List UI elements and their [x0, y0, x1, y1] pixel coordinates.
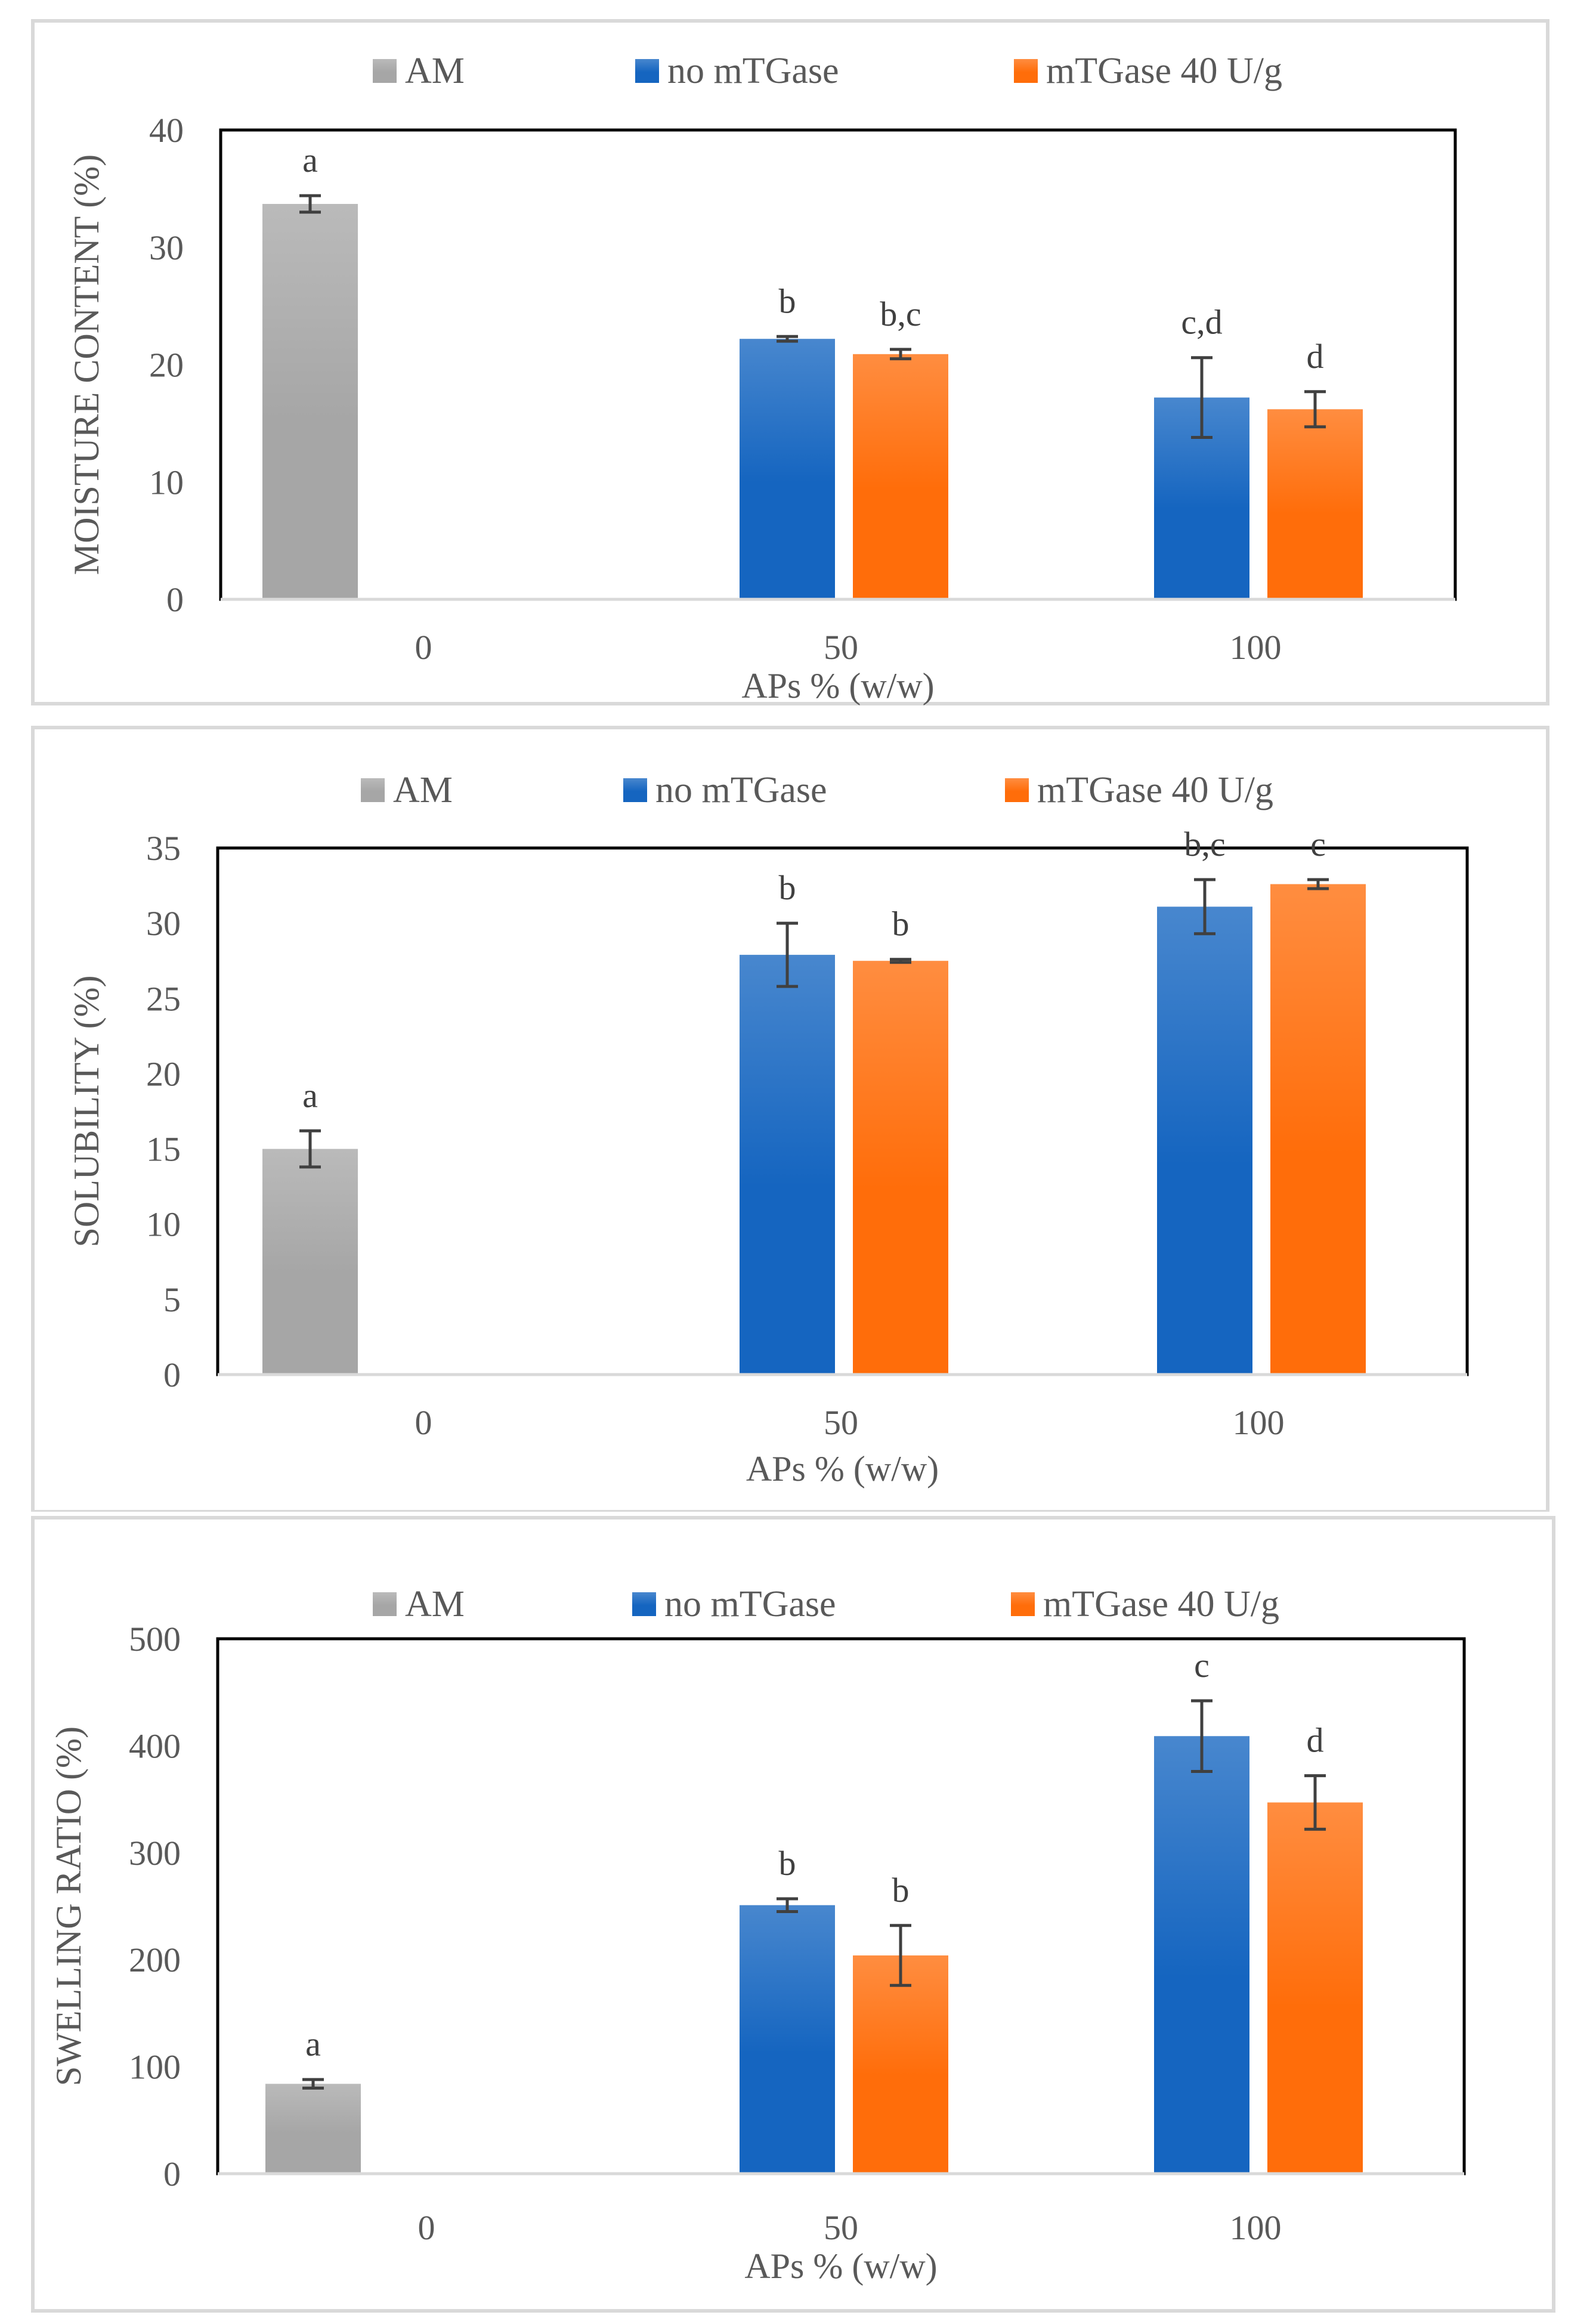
legend-swatch: [635, 59, 659, 83]
x-axis-title: APs % (w/w): [746, 1449, 939, 1488]
y-axis-title: SWELLING RATIO (%): [49, 1726, 88, 2086]
bar: [740, 955, 835, 1375]
bar: [1267, 1802, 1363, 2174]
significance-label: d: [1307, 337, 1324, 376]
x-tick-label: 100: [1230, 628, 1282, 667]
significance-label: a: [302, 141, 318, 180]
y-tick-label: 100: [129, 2048, 181, 2087]
x-axis-title: APs % (w/w): [741, 666, 934, 705]
y-tick-label: 15: [146, 1130, 181, 1169]
significance-label: b,c: [1184, 825, 1225, 864]
legend-swatch: [623, 778, 647, 802]
y-tick-label: 40: [149, 111, 184, 150]
x-tick-label: 100: [1230, 2208, 1282, 2247]
bar: [1267, 409, 1363, 599]
bar: [853, 1955, 948, 2174]
y-tick-label: 20: [149, 346, 184, 385]
significance-label: b: [892, 905, 910, 943]
y-tick-label: 35: [146, 829, 181, 868]
x-tick-label: 50: [824, 1403, 858, 1442]
legend-swatch: [632, 1592, 656, 1616]
y-tick-label: 30: [149, 228, 184, 267]
bar: [740, 339, 835, 599]
y-tick-label: 25: [146, 979, 181, 1018]
x-tick-label: 100: [1233, 1403, 1285, 1442]
significance-label: b: [892, 1871, 910, 1910]
y-axis-title: SOLUBILITY (%): [67, 975, 106, 1247]
legend-swatch: [361, 778, 385, 802]
significance-label: c: [1194, 1646, 1210, 1685]
legend-swatch: [1014, 59, 1038, 83]
y-tick-label: 200: [129, 1941, 181, 1979]
bar: [262, 203, 358, 599]
y-tick-label: 500: [129, 1620, 181, 1658]
y-tick-label: 0: [166, 580, 184, 619]
significance-label: b: [779, 1844, 796, 1883]
y-tick-label: 0: [163, 2155, 181, 2193]
y-tick-label: 0: [163, 1355, 181, 1394]
x-tick-label: 0: [415, 1403, 432, 1442]
y-axis-title: MOISTURE CONTENT (%): [67, 154, 106, 575]
y-tick-label: 5: [163, 1280, 181, 1319]
chart-frame: [31, 1516, 1555, 2313]
y-tick-label: 400: [129, 1726, 181, 1765]
y-tick-label: 300: [129, 1834, 181, 1873]
bar: [1154, 1736, 1249, 2174]
legend-label: AM: [405, 51, 465, 91]
moisture-chart: 0 10 20 30 40 0 50 100 APs % (w/w) MOISTURE CONTE…: [31, 19, 1549, 705]
bar: [265, 2084, 361, 2174]
significance-label: b: [779, 868, 796, 907]
swelling-chart-panel: 0 100 200 300 400 500 0 50 100 APs % (w/w) SWELLIN…: [0, 1512, 1596, 2318]
y-tick-label: 10: [149, 463, 184, 502]
bar: [740, 1905, 835, 2174]
bar: [1157, 906, 1252, 1375]
significance-label: c,d: [1181, 303, 1222, 342]
bar: [262, 1149, 358, 1375]
legend-label: no mTGase: [664, 1584, 836, 1624]
significance-label: a: [305, 2025, 321, 2063]
legend-label: no mTGase: [655, 770, 827, 810]
legend-swatch: [1011, 1592, 1035, 1616]
x-axis-title: APs % (w/w): [744, 2246, 937, 2286]
chart-frame: [31, 726, 1549, 1512]
significance-label: a: [302, 1076, 318, 1115]
moisture-chart-panel: 0 10 20 30 40 0 50 100 APs % (w/w) MOISTURE CONTE…: [0, 0, 1596, 725]
legend-swatch: [373, 59, 397, 83]
swelling-chart: 0 100 200 300 400 500 0 50 100 APs % (w/w) SWELLIN…: [31, 1516, 1555, 2313]
bar: [853, 961, 948, 1375]
legend-swatch: [1005, 778, 1029, 802]
legend-label: mTGase 40 U/g: [1043, 1584, 1279, 1624]
legend-label: no mTGase: [667, 51, 839, 91]
significance-label: d: [1307, 1721, 1324, 1760]
solubility-chart: 0 5 10 15 20 25 30 35 0 50 100 APs % (w/w) SOLUBILIT…: [31, 726, 1549, 1512]
x-tick-label: 50: [824, 628, 858, 667]
legend-swatch: [373, 1592, 397, 1616]
legend-label: AM: [405, 1584, 465, 1624]
x-tick-label: 0: [418, 2208, 435, 2247]
bar: [1270, 884, 1366, 1375]
y-tick-label: 20: [146, 1054, 181, 1093]
significance-label: c: [1310, 825, 1326, 864]
legend-label: AM: [393, 770, 453, 810]
y-tick-label: 10: [146, 1205, 181, 1244]
y-tick-label: 30: [146, 904, 181, 943]
chart-frame: [31, 19, 1549, 705]
legend-label: mTGase 40 U/g: [1037, 770, 1273, 810]
bar: [853, 354, 948, 599]
x-tick-label: 50: [824, 2208, 858, 2247]
legend-label: mTGase 40 U/g: [1046, 51, 1282, 91]
significance-label: b: [779, 281, 796, 320]
significance-label: b,c: [880, 295, 921, 333]
x-tick-label: 0: [415, 628, 432, 667]
solubility-chart-panel: 0 5 10 15 20 25 30 35 0 50 100 APs % (w/w) SOLUBILIT…: [0, 725, 1596, 1512]
